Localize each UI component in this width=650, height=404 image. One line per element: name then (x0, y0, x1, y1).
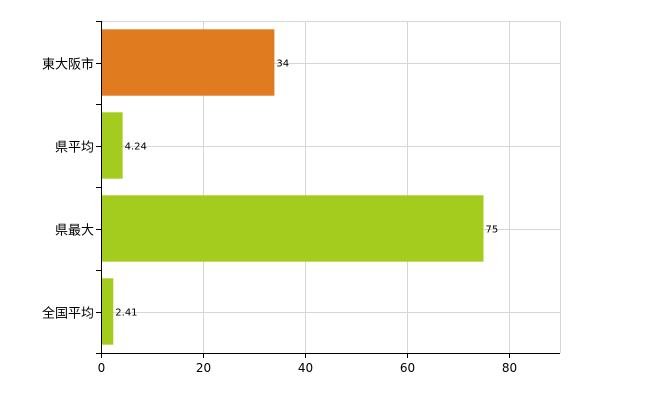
axes (96, 21, 560, 358)
data-label-2: 75 (486, 225, 499, 236)
bar-3 (101, 278, 114, 345)
data-label-1: 4.24 (125, 142, 147, 153)
x-tick-label-4: 80 (502, 361, 517, 375)
bar-1 (101, 112, 123, 179)
data-label-3: 2.41 (115, 308, 137, 319)
x-tick-label-2: 40 (298, 361, 313, 375)
y-tick-label-3: 全国平均 (42, 306, 94, 322)
y-tick-label-0: 東大阪市 (42, 57, 94, 73)
y-tick-label-2: 県最大 (55, 224, 94, 239)
data-label-0: 34 (276, 59, 289, 70)
y-tick-label-1: 県平均 (55, 141, 94, 156)
bars (101, 29, 484, 345)
bar-2 (101, 195, 484, 262)
x-tick-label-1: 20 (196, 361, 211, 375)
x-tick-label-0: 0 (98, 361, 106, 375)
x-tick-label-3: 60 (400, 361, 415, 375)
bar-0 (101, 29, 275, 96)
